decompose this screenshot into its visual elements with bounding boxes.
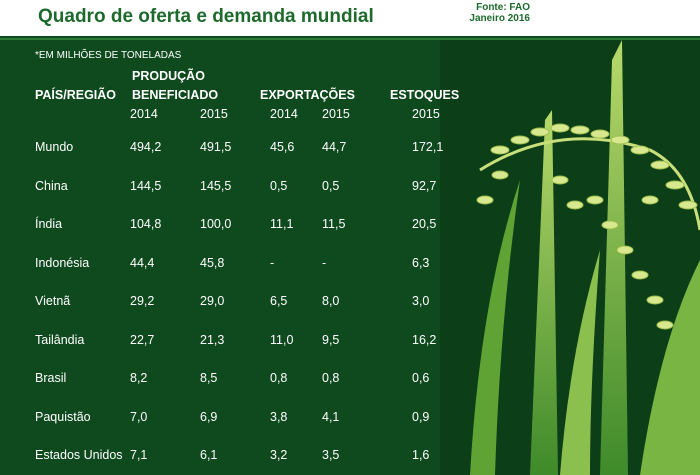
cell: 0,5 bbox=[322, 178, 340, 193]
cell: 11,0 bbox=[270, 332, 294, 347]
cell: 4,1 bbox=[322, 409, 340, 424]
header-band bbox=[0, 0, 700, 36]
row-header: PAÍS/REGIÃO bbox=[35, 88, 117, 102]
cell: 45,8 bbox=[200, 255, 225, 270]
group-header: PRODUÇÃO bbox=[132, 69, 205, 83]
cell: 92,7 bbox=[412, 178, 437, 193]
country: Paquistão bbox=[35, 409, 91, 424]
cell: 44,4 bbox=[130, 255, 155, 270]
country: Vietnã bbox=[35, 294, 71, 308]
cell: 9,5 bbox=[322, 332, 340, 347]
group-header: EXPORTAÇÕES bbox=[260, 88, 355, 102]
cell: 0,9 bbox=[412, 409, 430, 424]
cell: 3,2 bbox=[270, 448, 288, 462]
country: Tailândia bbox=[35, 332, 85, 347]
year-header: 2014 bbox=[270, 107, 298, 121]
cell: 172,1 bbox=[412, 140, 444, 154]
year-header: 2015 bbox=[200, 107, 228, 121]
country: Estados Unidos bbox=[35, 448, 123, 462]
cell: 8,2 bbox=[130, 371, 148, 385]
cell: 7,0 bbox=[130, 409, 148, 424]
cell: 8,5 bbox=[200, 371, 218, 385]
source: Fonte: FAO bbox=[476, 2, 530, 13]
cell: 6,1 bbox=[200, 448, 218, 462]
cell: 29,0 bbox=[200, 294, 225, 308]
cell: - bbox=[270, 255, 275, 270]
cell: 145,5 bbox=[200, 178, 232, 193]
cell: 100,0 bbox=[200, 217, 232, 231]
cell: 104,8 bbox=[130, 217, 162, 231]
cell: 22,7 bbox=[130, 332, 155, 347]
cell: 6,3 bbox=[412, 255, 430, 270]
cell: 0,8 bbox=[270, 371, 288, 385]
group-header: ESTOQUES bbox=[390, 88, 460, 102]
cell: 7,1 bbox=[130, 448, 148, 462]
cell: - bbox=[322, 255, 327, 270]
header-rule bbox=[0, 38, 700, 40]
cell: 29,2 bbox=[130, 294, 155, 308]
cell: 20,5 bbox=[412, 217, 437, 231]
cell: 3,5 bbox=[322, 448, 340, 462]
note: *EM MILHÕES DE TONELADAS bbox=[35, 50, 182, 61]
cell: 0,6 bbox=[412, 371, 430, 385]
cell: 21,3 bbox=[200, 332, 225, 347]
group-header: BENEFICIADO bbox=[132, 88, 219, 102]
country: Brasil bbox=[35, 371, 67, 385]
cell: 8,0 bbox=[322, 294, 340, 308]
cell: 16,2 bbox=[412, 332, 437, 347]
cell: 11,1 bbox=[270, 217, 294, 231]
cell: 11,5 bbox=[322, 217, 346, 231]
country: Mundo bbox=[35, 140, 74, 154]
cell: 491,5 bbox=[200, 140, 232, 154]
cell: 3,8 bbox=[270, 409, 288, 424]
year-header: 2014 bbox=[130, 107, 158, 121]
country: China bbox=[35, 178, 68, 193]
cell: 0,5 bbox=[270, 178, 288, 193]
cell: 494,2 bbox=[130, 140, 162, 154]
cell: 0,8 bbox=[322, 371, 340, 385]
title: Quadro de oferta e demanda mundial bbox=[38, 6, 374, 27]
cell: 45,6 bbox=[270, 140, 295, 154]
cell: 144,5 bbox=[130, 178, 162, 193]
country: Índia bbox=[35, 217, 63, 231]
cell: 44,7 bbox=[322, 140, 347, 154]
source: Janeiro 2016 bbox=[469, 13, 530, 24]
cell: 6,9 bbox=[200, 409, 218, 424]
cell: 3,0 bbox=[412, 294, 430, 308]
year-header: 2015 bbox=[322, 107, 350, 121]
cell: 1,6 bbox=[412, 448, 430, 462]
country: Indonésia bbox=[35, 255, 90, 270]
year-header: 2015 bbox=[412, 107, 440, 121]
cell: 6,5 bbox=[270, 294, 288, 308]
